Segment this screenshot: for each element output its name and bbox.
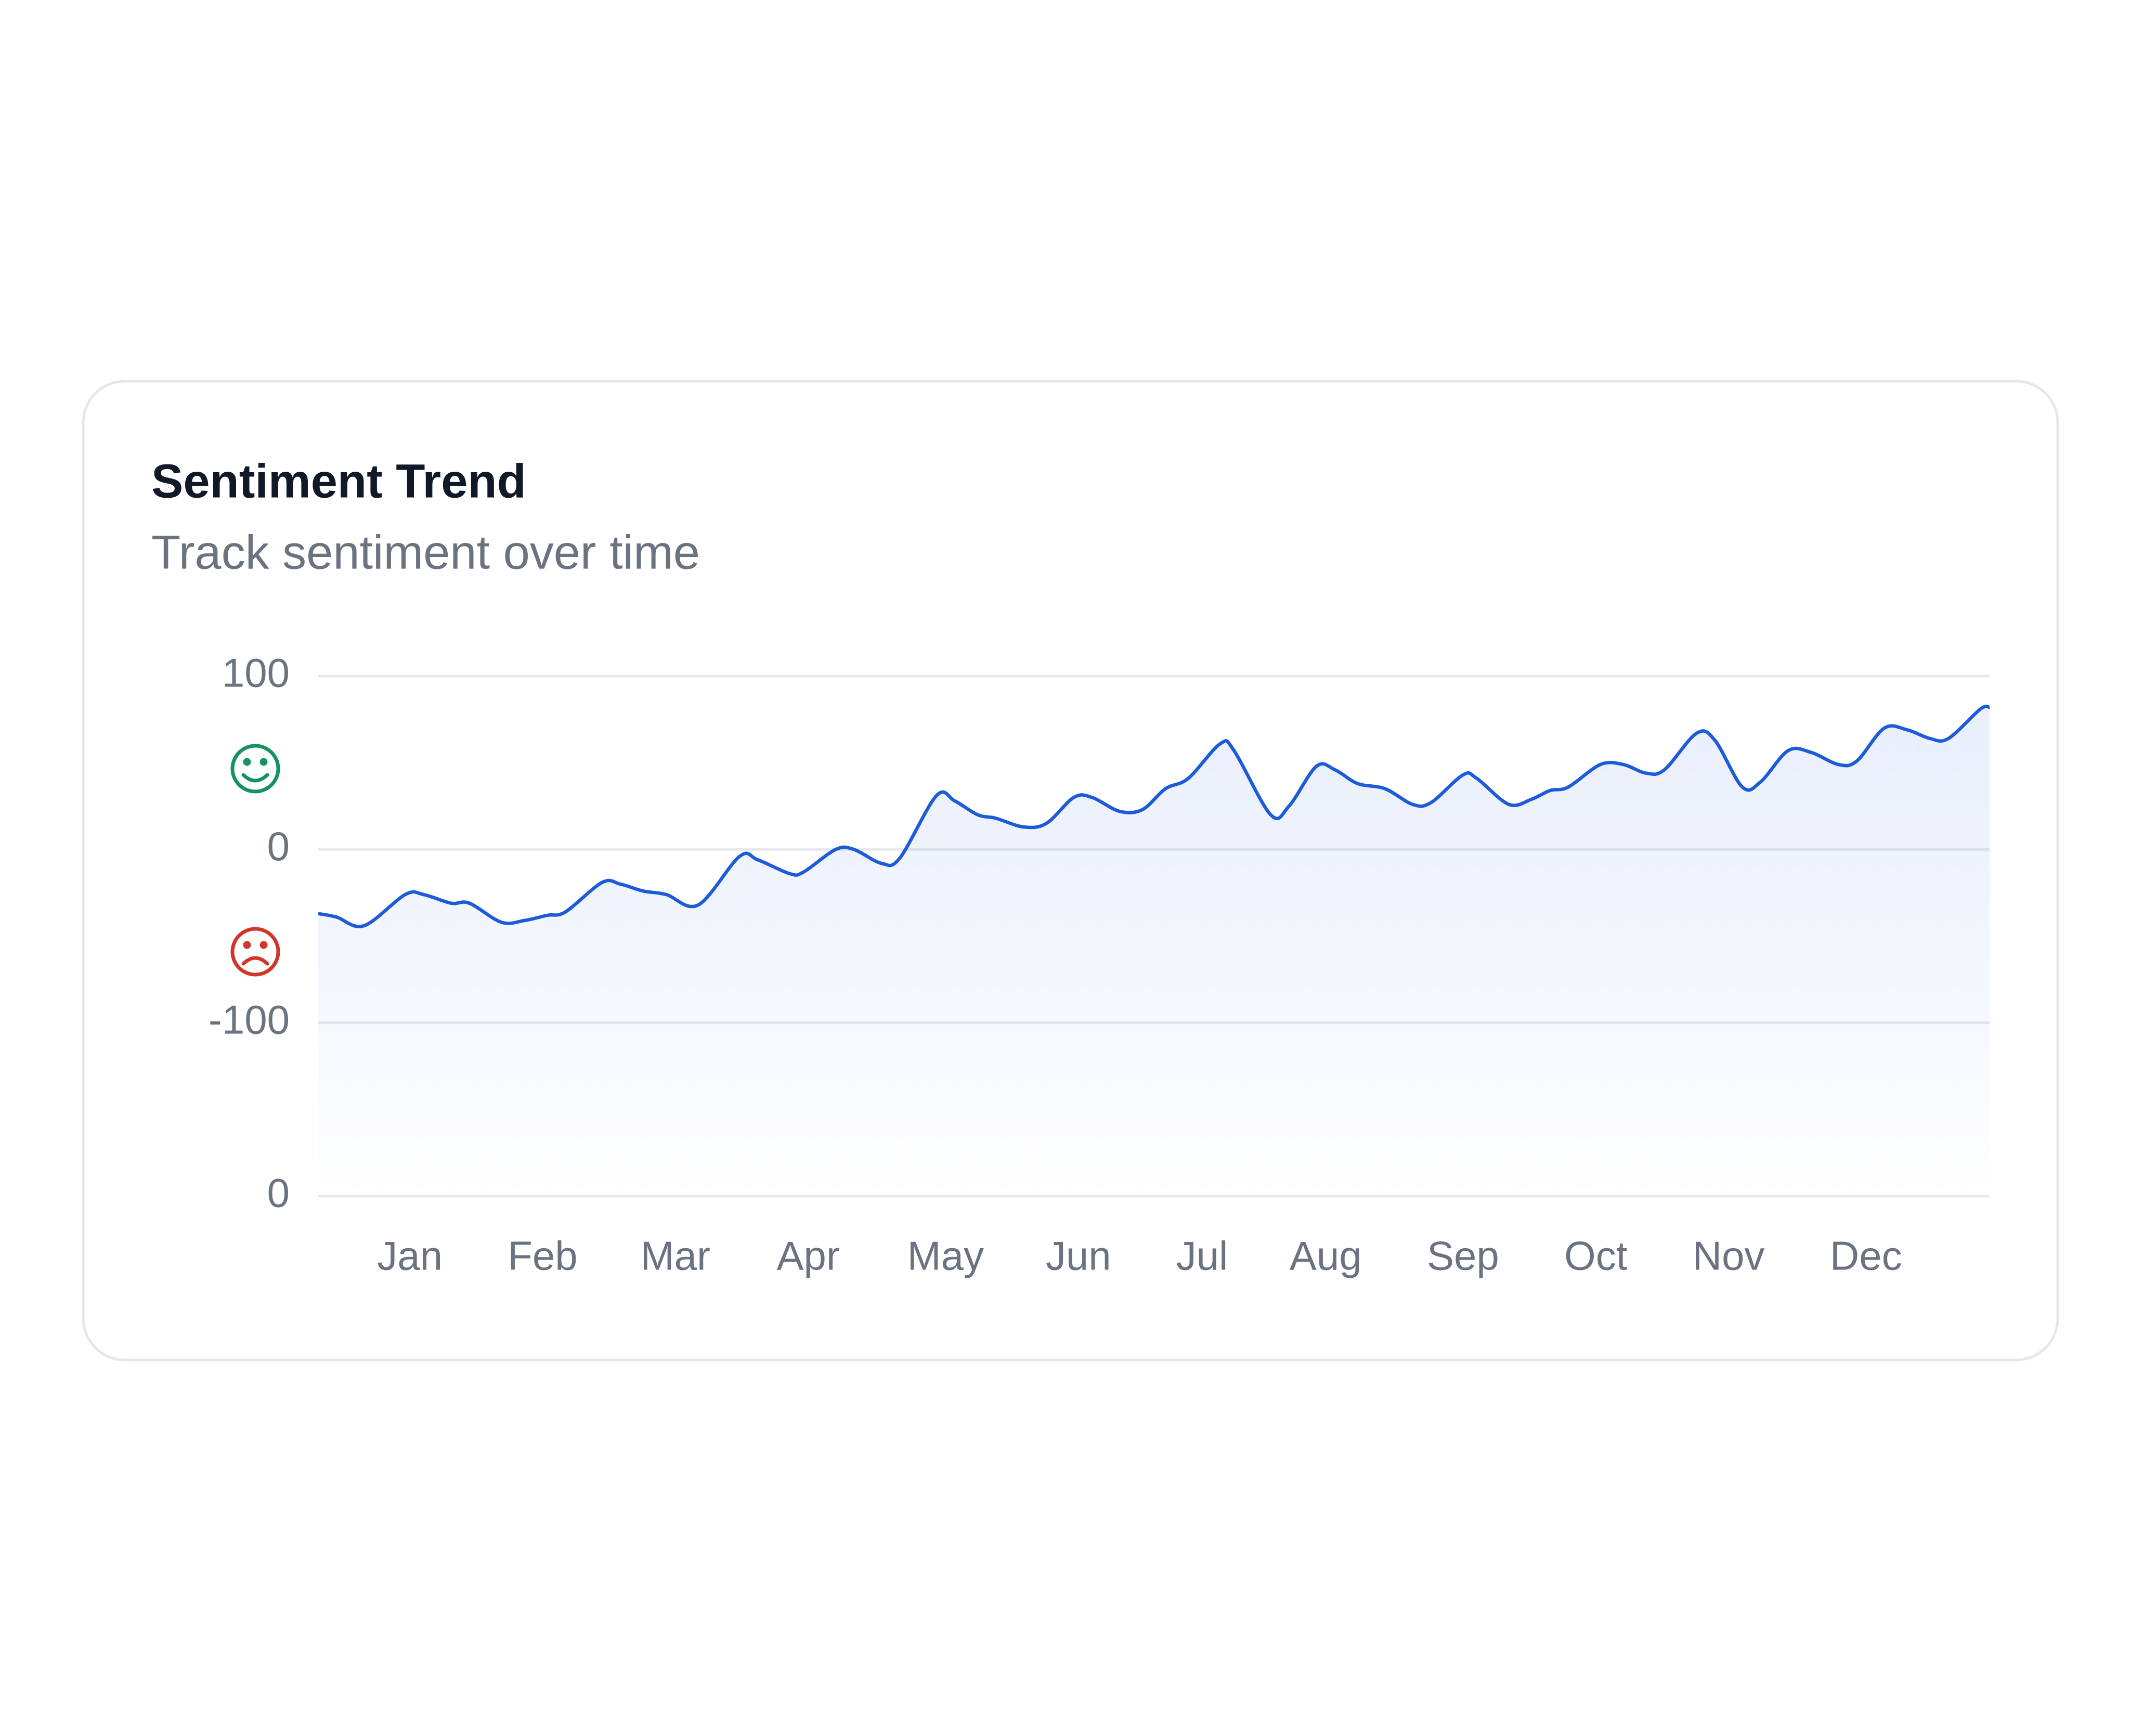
y-tick-label: 0 bbox=[267, 1170, 290, 1216]
x-tick-label: Jun bbox=[1046, 1233, 1111, 1279]
x-tick-label: Jan bbox=[377, 1233, 443, 1279]
x-tick-label: Jul bbox=[1176, 1233, 1228, 1279]
happy-icon bbox=[230, 744, 280, 794]
x-tick-label: Sep bbox=[1427, 1233, 1499, 1279]
x-tick-label: Dec bbox=[1830, 1233, 1902, 1279]
x-tick-label: May bbox=[907, 1233, 984, 1279]
x-tick-label: Apr bbox=[776, 1233, 839, 1279]
x-tick-label: Mar bbox=[641, 1233, 710, 1279]
y-tick-label: -100 bbox=[209, 996, 290, 1042]
sad-icon bbox=[230, 927, 280, 977]
y-tick-label: 100 bbox=[222, 650, 290, 696]
chart-title: Sentiment Trend bbox=[151, 455, 526, 508]
x-tick-label: Feb bbox=[508, 1233, 577, 1279]
x-tick-label: Nov bbox=[1693, 1233, 1765, 1279]
y-tick-label: 0 bbox=[267, 823, 290, 869]
x-tick-label: Oct bbox=[1564, 1233, 1628, 1279]
chart-subtitle: Track sentiment over time bbox=[151, 526, 700, 579]
x-tick-label: Aug bbox=[1290, 1233, 1362, 1279]
line bbox=[318, 704, 1990, 928]
area-fill bbox=[318, 706, 1990, 1196]
